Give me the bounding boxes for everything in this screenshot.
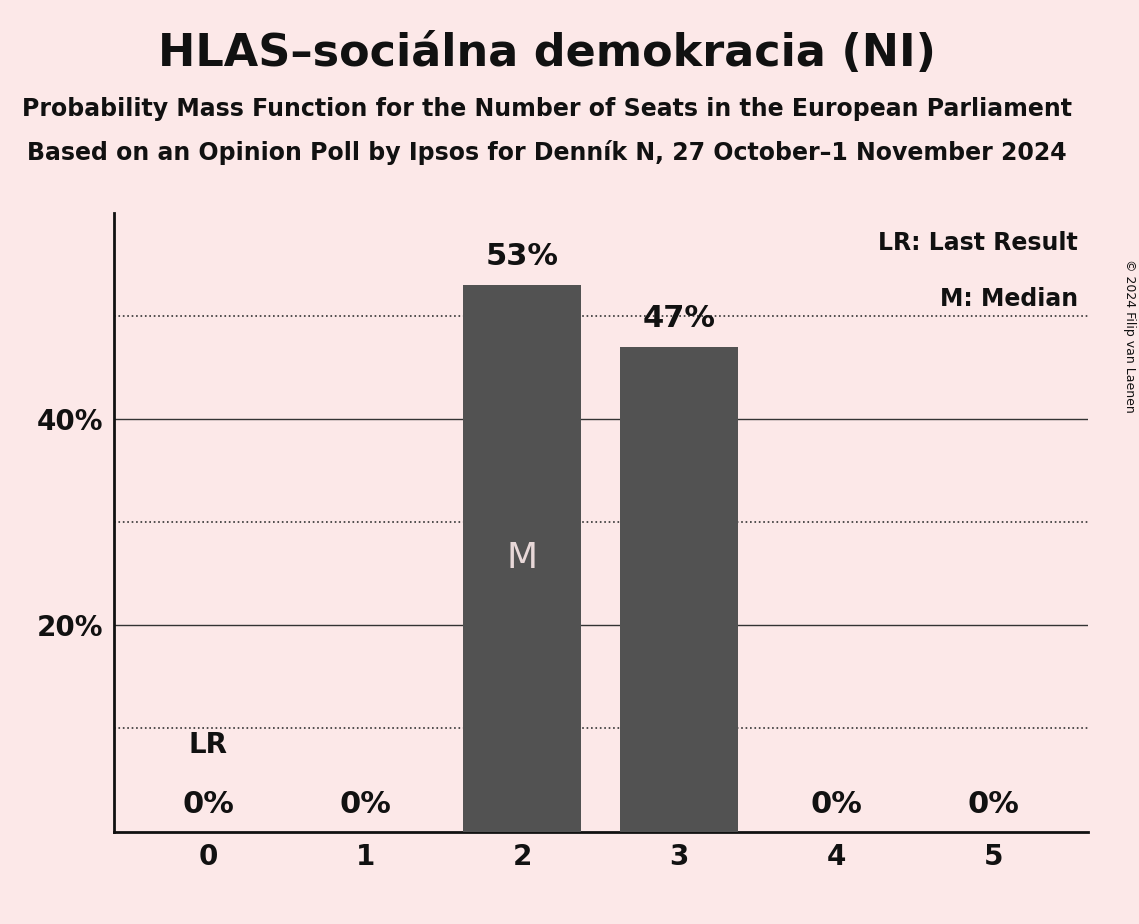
Text: © 2024 Filip van Laenen: © 2024 Filip van Laenen — [1123, 259, 1137, 412]
Text: 0%: 0% — [339, 790, 391, 820]
Text: HLAS–sociálna demokracia (NI): HLAS–sociálna demokracia (NI) — [157, 32, 936, 76]
Text: Based on an Opinion Poll by Ipsos for Denník N, 27 October–1 November 2024: Based on an Opinion Poll by Ipsos for De… — [27, 140, 1066, 165]
Text: 53%: 53% — [486, 242, 559, 272]
Bar — [621, 346, 738, 832]
Text: LR: Last Result: LR: Last Result — [878, 231, 1077, 255]
Text: 47%: 47% — [642, 304, 715, 334]
Text: 0%: 0% — [811, 790, 862, 820]
Text: LR: LR — [189, 732, 228, 760]
Text: Probability Mass Function for the Number of Seats in the European Parliament: Probability Mass Function for the Number… — [22, 97, 1072, 121]
Text: M: M — [507, 541, 538, 575]
Bar — [464, 285, 581, 832]
Text: 0%: 0% — [967, 790, 1019, 820]
Text: M: Median: M: Median — [940, 286, 1077, 310]
Text: 0%: 0% — [182, 790, 235, 820]
